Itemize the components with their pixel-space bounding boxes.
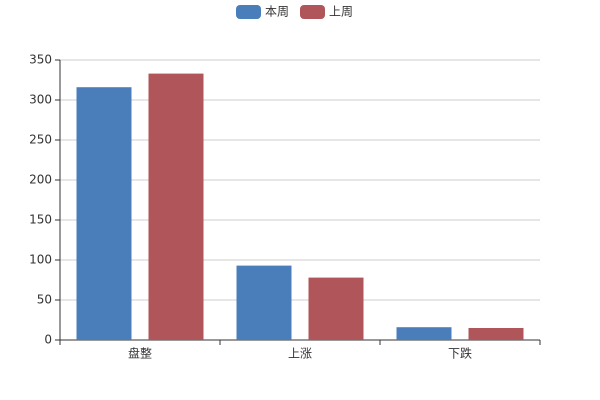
x-tick-label: 上涨: [288, 346, 312, 361]
legend-swatch: [300, 5, 325, 19]
bar: [468, 328, 524, 340]
y-tick-label: 200: [29, 173, 52, 187]
y-tick-label: 250: [29, 133, 52, 147]
legend-label: 上周: [329, 5, 353, 19]
y-tick-label: 350: [29, 53, 52, 67]
bar: [396, 327, 452, 340]
legend-swatch: [236, 5, 261, 19]
legend-label: 本周: [265, 5, 289, 19]
y-tick-label: 300: [29, 93, 52, 107]
bar: [76, 87, 132, 340]
bar: [148, 73, 204, 340]
x-tick-label: 下跌: [448, 346, 472, 361]
y-tick-label: 100: [29, 253, 52, 267]
y-tick-label: 150: [29, 213, 52, 227]
y-tick-label: 0: [44, 333, 52, 347]
bar: [236, 265, 292, 340]
x-tick-label: 盘整: [128, 346, 152, 361]
y-tick-label: 50: [37, 293, 52, 307]
bar: [308, 277, 364, 340]
